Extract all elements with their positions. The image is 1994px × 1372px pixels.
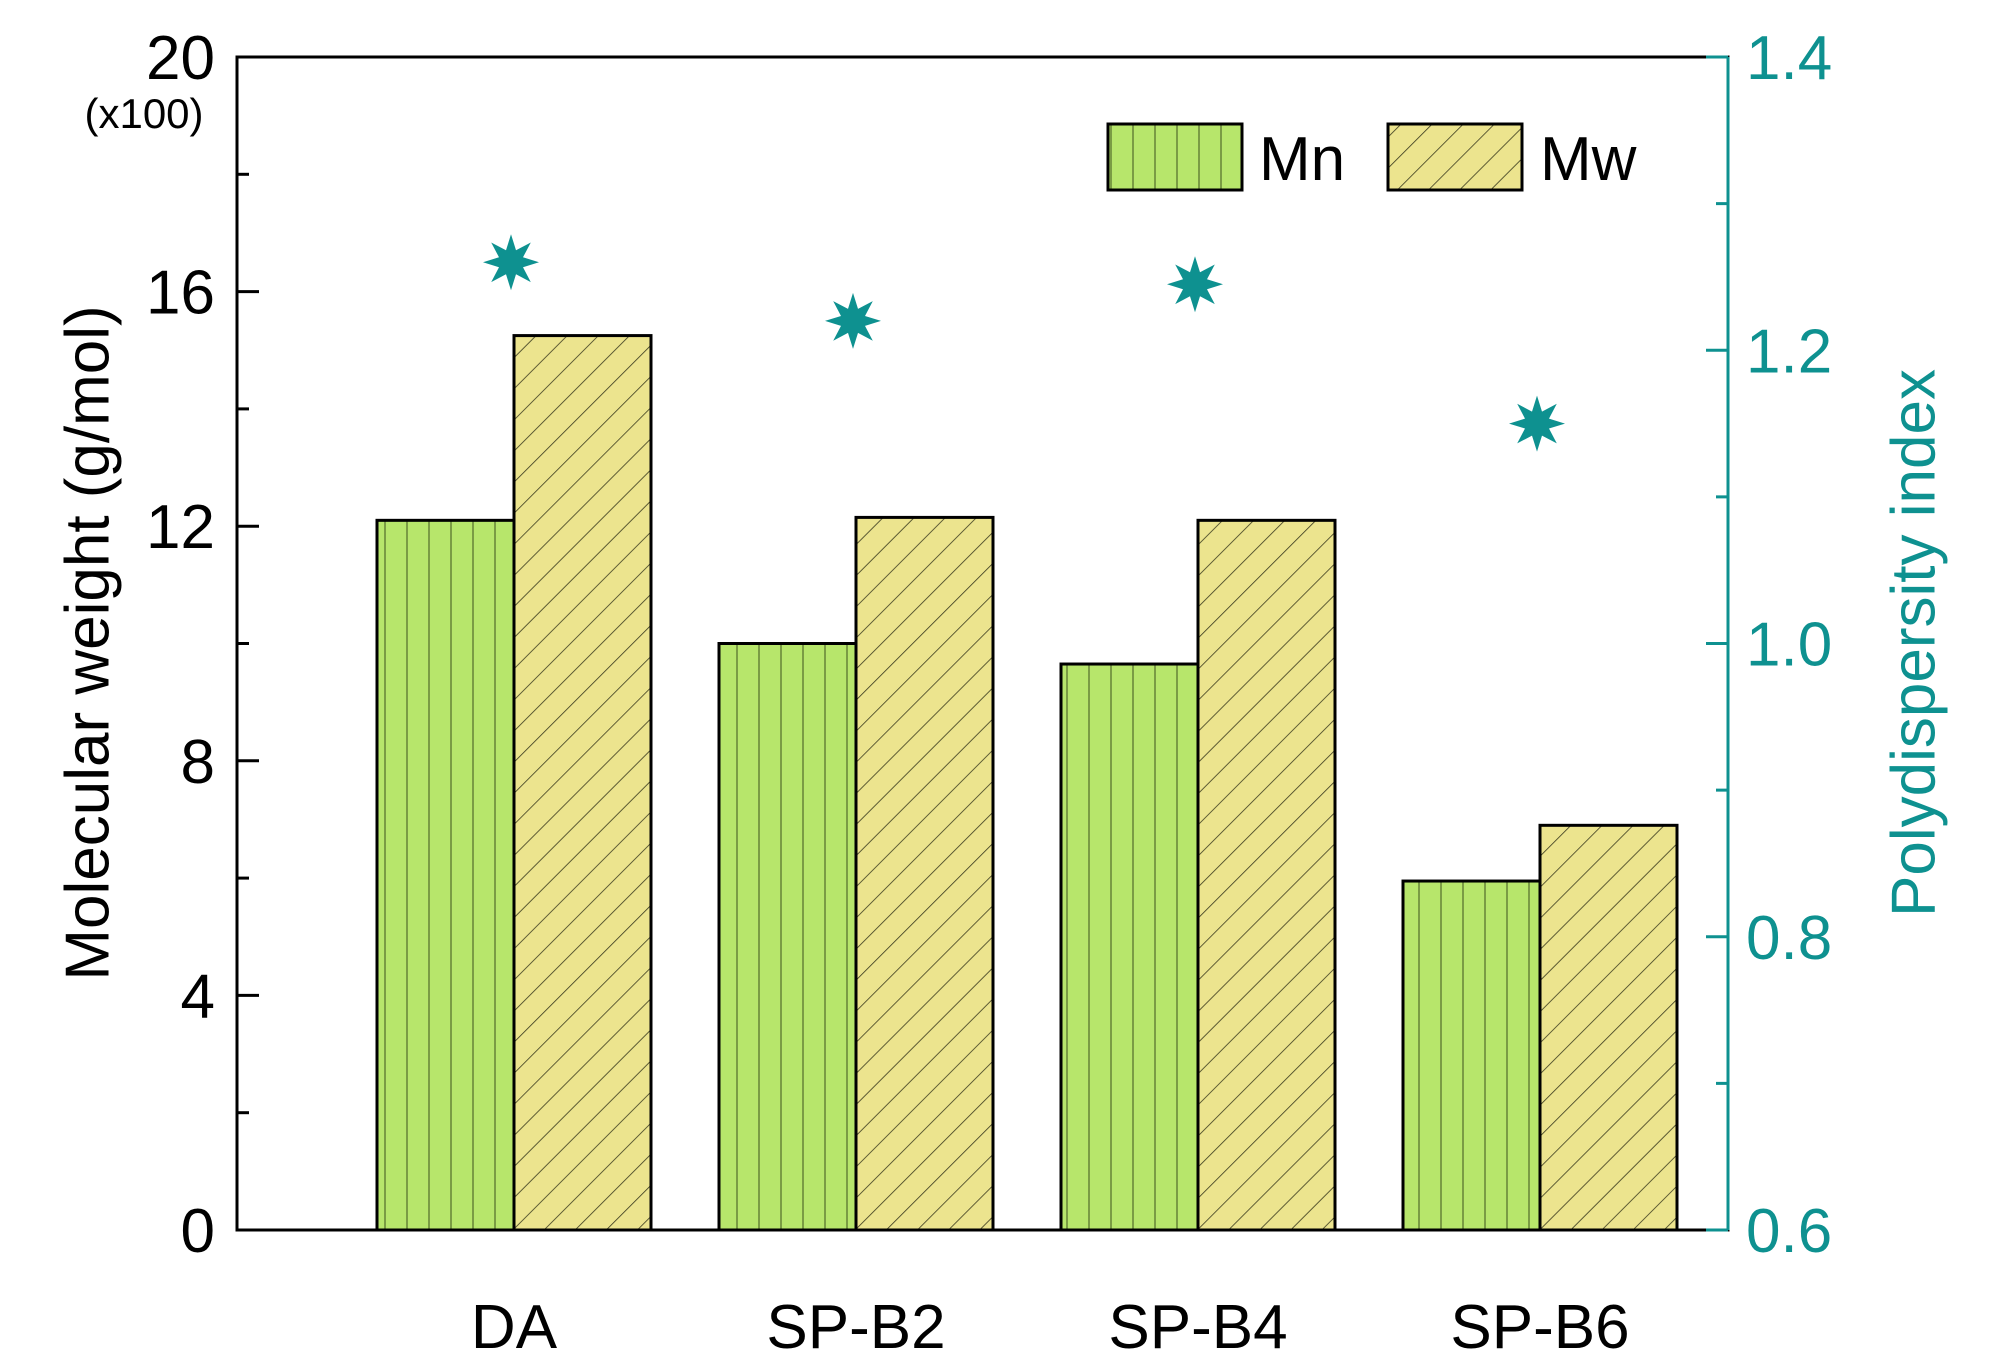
y-axis-multiplier: (x100) bbox=[84, 90, 203, 137]
right-tick-label: 1.2 bbox=[1746, 317, 1832, 386]
right-axis-ticks bbox=[1706, 55, 1728, 1232]
bar-mw-sp-b6 bbox=[1538, 823, 1679, 1232]
pdi-marker-sp-b4 bbox=[1167, 256, 1223, 313]
right-tick-label: 0.6 bbox=[1746, 1197, 1832, 1266]
right-axis-tick-labels: 0.6 0.8 1.0 1.2 1.4 bbox=[1746, 24, 1832, 1266]
left-tick-label: 8 bbox=[181, 728, 215, 797]
pdi-marker-sp-b2 bbox=[825, 292, 881, 349]
bar-mw-sp-b2 bbox=[854, 515, 995, 1232]
category-label: SP-B4 bbox=[1108, 1293, 1287, 1362]
left-tick-label: 20 bbox=[146, 24, 215, 93]
legend-swatch-mn bbox=[1106, 122, 1244, 192]
y-axis-title: Molecular weight (g/mol) bbox=[53, 305, 122, 980]
bar-mw-da bbox=[512, 334, 653, 1232]
pdi-marker-sp-b6 bbox=[1509, 395, 1565, 452]
legend: Mn Mw bbox=[1106, 122, 1637, 194]
legend-label-mw: Mw bbox=[1540, 125, 1637, 194]
left-tick-label: 0 bbox=[181, 1197, 215, 1266]
category-labels: DA SP-B2 SP-B4 SP-B6 bbox=[471, 1293, 1630, 1362]
right-tick-label: 1.4 bbox=[1746, 24, 1832, 93]
right-tick-label: 0.8 bbox=[1746, 904, 1832, 973]
y2-axis-title: Polydispersity index bbox=[1879, 369, 1948, 917]
category-label: SP-B2 bbox=[766, 1293, 945, 1362]
left-tick-label: 12 bbox=[146, 493, 215, 562]
legend-swatch-mw bbox=[1386, 122, 1524, 192]
pdi-markers bbox=[483, 234, 1565, 452]
left-tick-label: 4 bbox=[181, 962, 215, 1031]
bar-mn-da bbox=[375, 518, 516, 1232]
left-axis-ticks bbox=[237, 55, 259, 1232]
right-tick-label: 1.0 bbox=[1746, 611, 1832, 680]
bar-mn-sp-b6 bbox=[1401, 879, 1542, 1232]
left-tick-label: 16 bbox=[146, 259, 215, 328]
bar-series bbox=[375, 334, 1679, 1232]
legend-label-mn: Mn bbox=[1259, 125, 1345, 194]
left-axis-tick-labels: 0 4 8 12 16 20 bbox=[146, 24, 215, 1266]
category-label: DA bbox=[471, 1293, 558, 1362]
bar-mw-sp-b4 bbox=[1196, 518, 1337, 1232]
bar-mn-sp-b2 bbox=[717, 642, 858, 1232]
bar-mn-sp-b4 bbox=[1059, 662, 1200, 1232]
category-label: SP-B6 bbox=[1450, 1293, 1629, 1362]
pdi-marker-da bbox=[483, 234, 539, 291]
